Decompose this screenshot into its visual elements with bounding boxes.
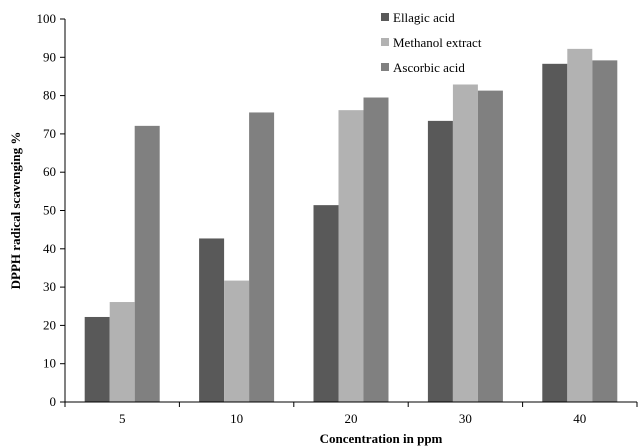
x-axis-title: Concentration in ppm [320,431,443,446]
legend-swatch [381,38,389,46]
y-tick-label: 60 [43,164,56,179]
x-axis-ticks: 5 10 20 30 40 [64,402,638,426]
y-tick-label: 90 [43,49,56,64]
bar-ellagic-acid [84,316,110,402]
legend-swatch [381,13,389,21]
bar-ellagic-acid [199,238,225,402]
y-tick-label: 40 [43,241,56,256]
bar-methanol-extract [452,84,478,403]
bar-methanol-extract [567,48,593,403]
x-tick-label: 20 [345,411,358,426]
bar-methanol-extract [224,280,250,402]
y-tick-label: 80 [43,88,56,103]
bar-methanol-extract [109,302,135,402]
legend-label: Methanol extract [393,35,482,50]
legend-label: Ellagic acid [393,10,455,25]
bar-ascorbic-acid [363,97,389,402]
bar-ellagic-acid [313,205,339,402]
legend-swatch [381,63,389,71]
y-tick-label: 0 [50,394,57,409]
y-tick-label: 70 [43,126,56,141]
y-axis-ticks: 0 10 20 30 40 50 60 70 80 90 100 [37,11,65,409]
bar-ascorbic-acid [592,60,618,402]
legend-label: Ascorbic acid [393,60,465,75]
y-tick-label: 100 [37,11,57,26]
bar-ellagic-acid [542,63,568,402]
y-tick-label: 30 [43,279,56,294]
y-tick-label: 50 [43,203,56,218]
bar-ellagic-acid [427,120,453,403]
y-tick-label: 20 [43,317,56,332]
x-tick-label: 5 [119,411,126,426]
legend: Ellagic acid Methanol extract Ascorbic aci… [381,10,482,75]
y-tick-label: 10 [43,356,56,371]
bar-ascorbic-acid [134,125,160,403]
bars [84,48,618,403]
x-tick-label: 10 [230,411,243,426]
y-axis-title: DPPH radical scavenging % [8,132,23,290]
bar-ascorbic-acid [249,112,275,403]
bar-ascorbic-acid [477,90,503,402]
x-tick-label: 40 [573,411,586,426]
x-tick-label: 30 [459,411,472,426]
bar-methanol-extract [338,110,364,403]
